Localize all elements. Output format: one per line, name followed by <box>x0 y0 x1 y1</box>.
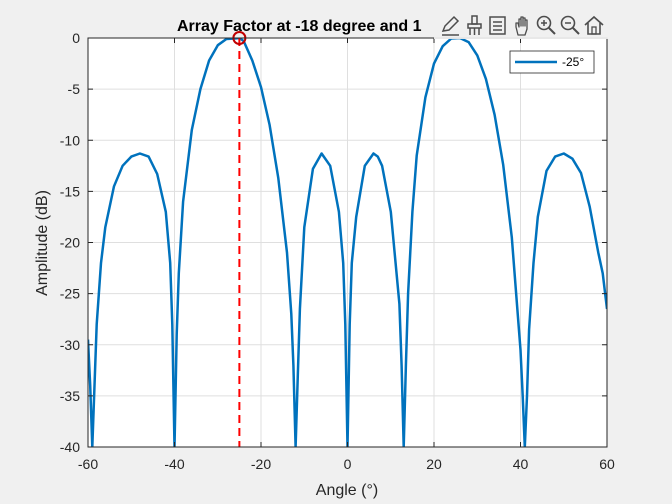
x-tick-labels: -60 -40 -20 0 20 40 60 <box>78 456 615 472</box>
y-tick-label: -20 <box>60 235 80 251</box>
x-tick-label: -40 <box>164 456 184 472</box>
tick-marks <box>87 37 608 448</box>
y-tick-label: -35 <box>60 388 80 404</box>
data-tips-icon[interactable] <box>489 16 506 35</box>
edit-plot-icon[interactable] <box>441 15 460 36</box>
x-axis-label: Angle (°) <box>316 482 378 499</box>
zoom-out-icon[interactable] <box>560 15 580 35</box>
series-line <box>88 38 607 447</box>
axes-toolbar <box>434 14 610 39</box>
y-tick-label: 0 <box>72 30 80 46</box>
x-tick-label: -60 <box>78 456 98 472</box>
series-layer <box>88 38 607 447</box>
zoom-in-icon[interactable] <box>536 15 556 35</box>
x-tick-label: 40 <box>513 456 529 472</box>
legend[interactable]: -25° <box>509 50 595 74</box>
y-tick-label: -5 <box>68 81 81 97</box>
legend-entry: -25° <box>562 55 584 69</box>
x-tick-label: 0 <box>344 456 352 472</box>
y-tick-labels: 0 -5 -10 -15 -20 -25 -30 -35 -40 <box>60 30 80 455</box>
home-icon[interactable] <box>584 15 604 35</box>
x-tick-label: -20 <box>251 456 271 472</box>
y-axis-label: Amplitude (dB) <box>34 190 51 296</box>
y-tick-label: -30 <box>60 337 80 353</box>
pan-icon[interactable] <box>515 16 528 36</box>
y-tick-label: -10 <box>60 132 80 148</box>
x-tick-label: 20 <box>426 456 442 472</box>
y-tick-label: -15 <box>60 183 80 199</box>
y-tick-label: -40 <box>60 439 80 455</box>
x-tick-label: 60 <box>599 456 615 472</box>
chart-title: Array Factor at -18 degree and 1 <box>177 18 422 35</box>
brush-icon[interactable] <box>467 15 482 35</box>
y-tick-label: -25 <box>60 286 80 302</box>
